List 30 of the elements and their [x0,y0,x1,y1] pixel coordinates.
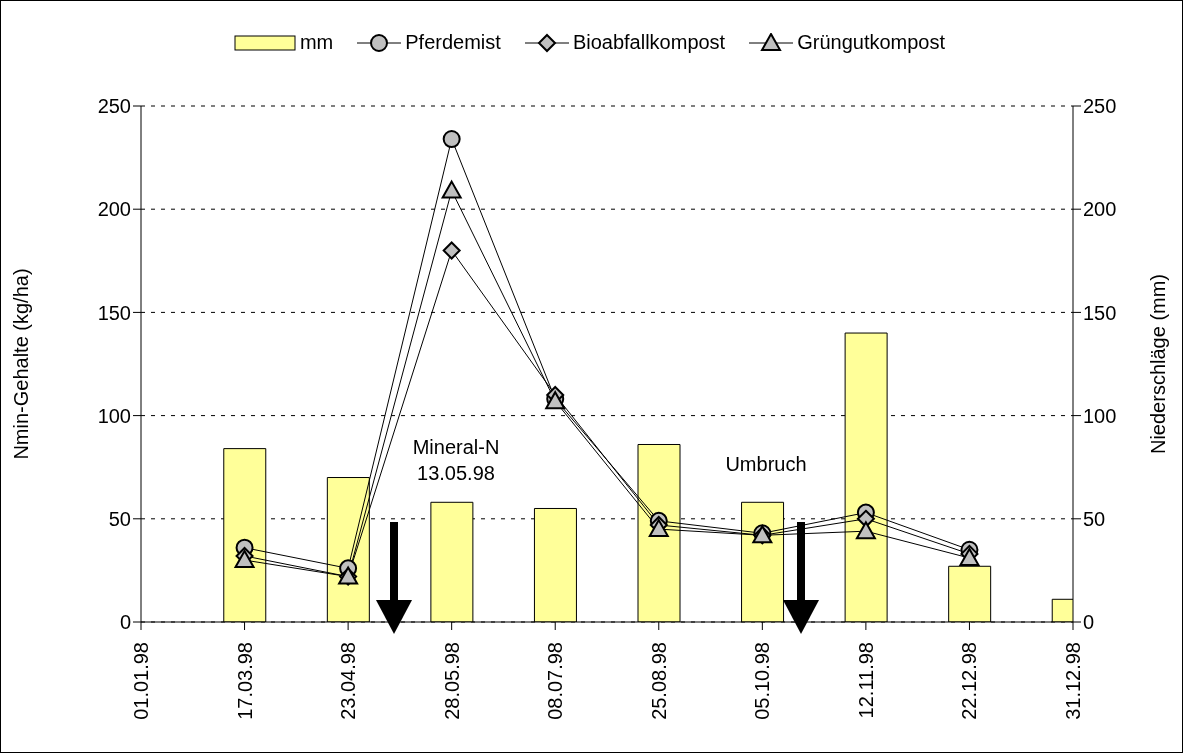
x-tick-label: 31.12.98 [1062,642,1084,720]
annotation: Umbruch [724,453,808,476]
x-tick-label: 05.10.98 [751,642,774,720]
x-tick-label: 25.08.98 [647,642,670,720]
x-tick-label: 28.05.98 [440,642,463,720]
legend-label: mm [299,31,334,54]
y-tick-label: 250 [97,95,131,118]
y-tick-label: 200 [97,198,131,221]
y2-tick-label: 250 [1083,95,1117,118]
x-tick-label: 22.12.98 [958,642,981,720]
y-tick-label: 50 [108,507,131,530]
y-tick-label: 100 [97,404,131,427]
y2-tick-label: 150 [1083,301,1117,324]
y2-tick-label: 50 [1083,507,1106,530]
x-tick-label: 23.04.98 [337,642,360,720]
y-axis-title: Nmin-Gehalte (kg/ha) [10,268,33,460]
legend-label: Pferdemist [405,31,501,54]
y2-tick-label: 100 [1083,404,1117,427]
x-tick-label: 17.03.98 [233,642,256,720]
legend-label: Bioabfallkompost [572,31,726,54]
x-tick-label: 01.01.98 [130,642,152,720]
y2-axis-title: Niederschläge (mm) [1147,273,1170,455]
y-tick-label: 0 [119,611,131,634]
x-tick-label: 08.07.98 [544,642,567,720]
annotation: Mineral-N 13.05.98 [411,435,501,486]
x-tick-label: 12.11.98 [854,642,877,719]
y2-tick-label: 200 [1083,198,1117,221]
y-tick-label: 150 [97,301,131,324]
y2-tick-label: 0 [1083,611,1095,634]
legend-label: Grüngutkompost [797,31,946,54]
